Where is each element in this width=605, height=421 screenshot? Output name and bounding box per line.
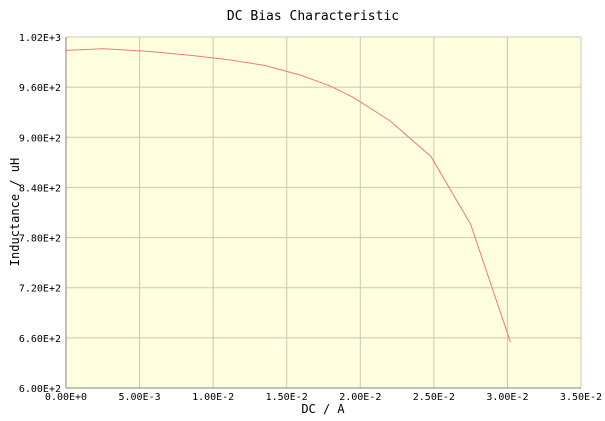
y-tick-label: 8.40E+2 xyxy=(19,183,61,194)
y-axis-ticks: 6.00E+2 6.60E+2 7.20E+2 7.80E+2 8.40E+2 9.00E… xyxy=(19,33,61,395)
y-axis-label: Inductance / uH xyxy=(8,158,22,266)
plot-area xyxy=(66,37,581,388)
y-tick-label: 6.00E+2 xyxy=(19,384,61,395)
x-axis-label: DC / A xyxy=(301,402,345,416)
x-tick-label: 0.00E+0 xyxy=(45,392,87,403)
y-tick-label: 7.80E+2 xyxy=(19,234,61,245)
chart-title: DC Bias Characteristic xyxy=(227,9,399,24)
y-tick-label: 6.60E+2 xyxy=(19,334,61,345)
series-group xyxy=(65,48,511,343)
x-tick-label: 2.50E-2 xyxy=(413,392,455,403)
grid xyxy=(65,36,582,389)
x-tick-label: 1.50E-2 xyxy=(266,392,308,403)
y-tick-label: 9.00E+2 xyxy=(19,133,61,144)
x-tick-label: 3.00E-2 xyxy=(486,392,528,403)
x-tick-label: 5.00E-3 xyxy=(118,392,160,403)
y-tick-label: 1.02E+3 xyxy=(19,33,61,44)
y-tick-label: 7.20E+2 xyxy=(19,284,61,295)
x-tick-label: 1.00E-2 xyxy=(192,392,234,403)
axes xyxy=(65,37,581,389)
x-tick-label: 3.50E-2 xyxy=(560,392,602,403)
y-tick-label: 9.60E+2 xyxy=(19,83,61,94)
x-tick-label: 2.00E-2 xyxy=(339,392,381,403)
x-axis-ticks: 0.00E+0 5.00E-3 1.00E-2 1.50E-2 2.00E-2 2.50E… xyxy=(45,392,602,403)
series-line xyxy=(65,48,511,343)
